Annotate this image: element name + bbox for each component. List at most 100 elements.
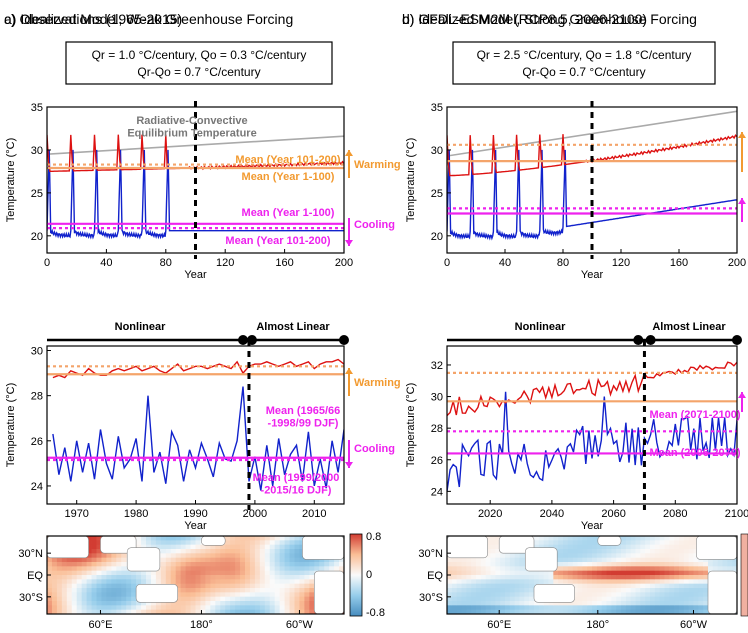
map-cell	[621, 583, 627, 589]
map-cell	[254, 536, 261, 541]
map-cell	[625, 540, 632, 546]
map-cell	[654, 601, 661, 606]
map-cell	[240, 562, 246, 567]
map-cell	[249, 588, 256, 593]
map-cell	[210, 566, 216, 572]
map-cell	[674, 570, 680, 576]
map-cell	[582, 544, 588, 550]
map-cell	[56, 609, 63, 615]
map-cell	[294, 588, 300, 593]
map-cell	[505, 566, 511, 572]
map-cell	[121, 570, 127, 576]
map-cell	[683, 540, 690, 546]
map-cell	[625, 609, 632, 615]
map-cell	[121, 553, 127, 559]
panel-b-plot	[447, 110, 737, 241]
map-cell	[659, 540, 665, 546]
map-cell	[274, 592, 281, 598]
map-cell	[259, 601, 266, 606]
map-cell	[51, 605, 58, 611]
map-cell	[160, 553, 167, 559]
map-cell	[529, 605, 535, 611]
map-cell	[274, 557, 281, 563]
map-cell	[304, 601, 310, 606]
map-cell	[471, 609, 477, 615]
warming-label-a: Warming	[354, 159, 401, 171]
map-cell	[611, 605, 617, 611]
map-cell	[471, 601, 477, 606]
map-cell	[71, 592, 78, 598]
map-cell	[254, 579, 261, 585]
map-cell	[279, 557, 285, 563]
map-cell	[220, 605, 226, 611]
map-cell	[245, 553, 251, 559]
map-cell	[121, 583, 127, 589]
y-tick-label: 30	[431, 392, 443, 404]
map-cell	[611, 588, 617, 593]
map-cell	[683, 553, 690, 559]
map-cell	[529, 592, 535, 598]
map-cell	[180, 601, 186, 606]
map-cell	[279, 579, 285, 585]
map-cell	[659, 536, 665, 541]
map-cell	[190, 540, 196, 546]
map-cell	[485, 596, 491, 602]
map-cell	[490, 566, 496, 572]
map-cell	[679, 570, 685, 576]
map-cell	[165, 605, 172, 611]
map-cell	[155, 601, 162, 606]
map-cell	[289, 609, 295, 615]
map-cell	[205, 601, 211, 606]
map-cell	[674, 544, 680, 550]
map-cell	[645, 592, 651, 598]
map-cell	[205, 553, 211, 559]
map-cell	[56, 596, 63, 602]
map-cell	[509, 570, 516, 576]
map-cell	[693, 570, 699, 576]
map-cell	[220, 588, 226, 593]
map-cell	[505, 579, 511, 585]
map-cell	[121, 579, 127, 585]
map-cell	[126, 596, 132, 602]
map-cell	[225, 601, 231, 606]
map-cell	[654, 536, 661, 541]
map-cell	[61, 570, 68, 576]
map-cell	[683, 570, 690, 576]
map-cell	[447, 601, 453, 606]
map-cell	[136, 570, 142, 576]
map-cell	[215, 549, 221, 554]
map-cell	[56, 570, 63, 576]
map-cell	[596, 562, 603, 567]
map-cell	[314, 557, 320, 563]
map-cell	[66, 562, 73, 567]
land-mask	[46, 535, 89, 559]
map-cell	[596, 592, 603, 598]
map-cell	[563, 566, 569, 572]
map-cell	[339, 557, 345, 563]
map-cell	[505, 596, 511, 602]
map-cell	[572, 575, 578, 580]
map-cell	[679, 605, 685, 611]
regime-label-nonlinear: Nonlinear	[115, 321, 166, 333]
map-cell	[582, 557, 588, 563]
map-cell	[56, 557, 63, 563]
map-cell	[274, 544, 281, 550]
map-cell	[534, 575, 540, 580]
map-cell	[299, 553, 305, 559]
map-cell	[485, 579, 491, 585]
map-cell	[116, 579, 122, 585]
map-cell	[688, 575, 694, 580]
map-cell	[264, 601, 271, 606]
map-cell	[259, 566, 266, 572]
map-cell	[611, 575, 617, 580]
map-cell	[621, 549, 627, 554]
map-cell	[101, 570, 107, 576]
map-cell	[461, 605, 467, 611]
map-cell	[476, 579, 482, 585]
map-cell	[259, 544, 266, 550]
map-cell	[269, 557, 276, 563]
map-cell	[592, 553, 598, 559]
map-cell	[451, 575, 458, 580]
map-cell	[495, 583, 501, 589]
map-cell	[259, 592, 266, 598]
